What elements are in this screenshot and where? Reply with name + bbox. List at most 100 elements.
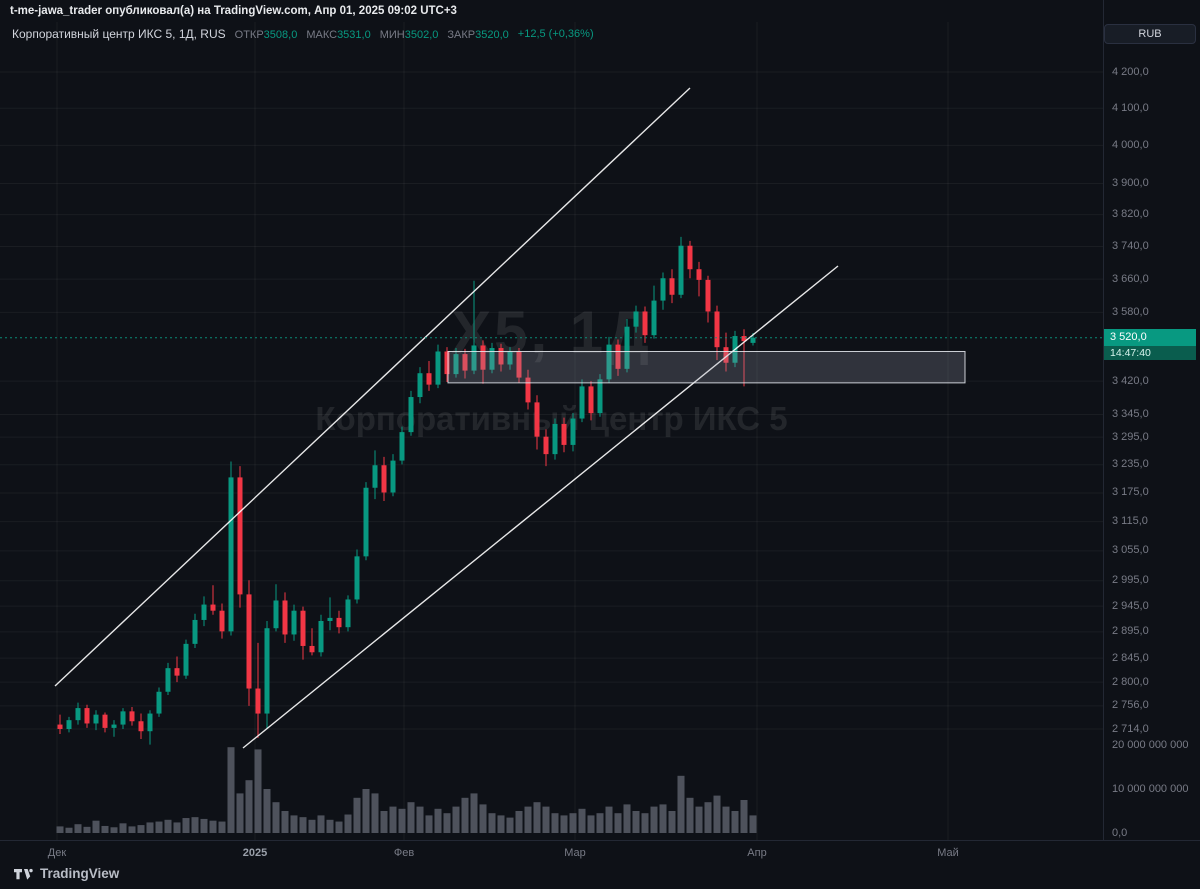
volume-bar — [335, 821, 343, 833]
candle-body — [336, 617, 342, 628]
volume-bar — [200, 818, 208, 833]
price-tick-label: 3 295,0 — [1112, 430, 1149, 443]
candle-body — [291, 610, 297, 635]
price-tick-label: 3 175,0 — [1112, 486, 1149, 499]
price-tick-label: 3 580,0 — [1112, 305, 1149, 318]
candle-body — [57, 724, 63, 729]
price-axis[interactable]: 4 200,0 4 100,0 4 000,0 3 900,0 3 820,0 3 740… — [1103, 0, 1200, 840]
price-tick-label: 2 845,0 — [1112, 651, 1149, 664]
candle-body — [471, 345, 477, 371]
candle-body — [183, 643, 189, 676]
volume-bar — [326, 819, 334, 833]
candle-body — [345, 599, 351, 628]
chart-canvas[interactable] — [0, 0, 1200, 845]
volume-bar — [119, 823, 127, 833]
volume-bar — [290, 815, 298, 833]
volume-bar — [443, 813, 451, 833]
candle-body — [597, 379, 603, 414]
candle-body — [480, 345, 486, 370]
symbol-title[interactable]: Корпоративный центр ИКС 5, 1Д, RUS — [12, 27, 226, 41]
price-tick-label: 2 800,0 — [1112, 675, 1149, 688]
volume-bar — [650, 806, 658, 833]
volume-bar — [83, 826, 91, 833]
volume-bar — [533, 802, 541, 833]
volume-bar — [659, 804, 667, 833]
trend-channel-line[interactable] — [242, 265, 839, 749]
volume-bar — [182, 818, 190, 833]
volume-bar — [56, 826, 64, 833]
candle-body — [282, 600, 288, 635]
volume-bar — [434, 808, 442, 833]
price-tick-label: 3 345,0 — [1112, 407, 1149, 420]
candle-body — [696, 269, 702, 280]
volume-bar — [407, 802, 415, 833]
candle-body — [714, 311, 720, 348]
candle-body — [570, 418, 576, 445]
volume-bar — [146, 822, 154, 833]
tradingview-logo-text[interactable]: TradingView — [40, 866, 120, 881]
candle-body — [327, 617, 333, 621]
legend-open: ОТКР3508,0 — [234, 29, 298, 41]
volume-bar — [596, 813, 604, 833]
trend-channel-line[interactable] — [54, 87, 691, 687]
attribution-text: t-me-jawa_trader опубликовал(а) на Tradi… — [10, 5, 457, 17]
tradingview-logo-icon[interactable] — [14, 867, 33, 881]
candle-body — [615, 344, 621, 369]
candle-body — [453, 354, 459, 375]
volume-bar — [245, 780, 253, 833]
candle-body — [138, 721, 144, 732]
volume-bar — [542, 806, 550, 833]
volume-tick-label: 20 000 000 000 — [1112, 738, 1189, 751]
volume-bar — [110, 827, 118, 833]
candle-body — [435, 351, 441, 385]
volume-bar — [524, 806, 532, 833]
volume-bar — [713, 795, 721, 833]
candle-body — [147, 713, 153, 732]
price-tick-label: 2 756,0 — [1112, 699, 1149, 712]
candle-body — [129, 711, 135, 722]
time-axis[interactable]: Дек 2025 Фев Мар Апр Май — [0, 840, 1200, 867]
time-tick-label: Май — [937, 847, 959, 859]
candle-body — [111, 724, 117, 728]
price-tick-label: 4 100,0 — [1112, 101, 1149, 114]
candle-body — [408, 397, 414, 433]
candle-body — [363, 487, 369, 557]
candle-body — [399, 432, 405, 461]
volume-bar — [299, 817, 307, 833]
time-tick-label: Мар — [564, 847, 586, 859]
legend-low: МИН3502,0 — [379, 29, 439, 41]
volume-tick-label: 0,0 — [1112, 826, 1128, 839]
price-tick-label: 2 945,0 — [1112, 599, 1149, 612]
candle-body — [237, 477, 243, 595]
candle-body — [165, 668, 171, 692]
candle-body — [498, 348, 504, 365]
volume-bar — [677, 775, 685, 833]
volume-bar — [92, 820, 100, 833]
volume-bar — [74, 824, 82, 833]
candle-body — [687, 245, 693, 270]
volume-bar — [281, 811, 289, 833]
candle-body — [507, 351, 513, 365]
legend-change: +12,5 (+0,36%) — [517, 28, 594, 40]
volume-tick-label: 10 000 000 000 — [1112, 782, 1189, 795]
candle-body — [273, 600, 279, 629]
volume-bar — [344, 814, 352, 833]
candle-body — [489, 348, 495, 370]
volume-bar — [209, 820, 217, 833]
volume-bar — [551, 813, 559, 833]
candle-body — [201, 604, 207, 620]
volume-bar — [731, 811, 739, 833]
currency-button[interactable]: RUB — [1104, 24, 1196, 44]
volume-bar — [461, 797, 469, 833]
candle-body — [66, 720, 72, 729]
volume-bar — [371, 793, 379, 833]
price-tick-label: 2 895,0 — [1112, 625, 1149, 638]
candle-body — [705, 279, 711, 312]
price-tick-label: 3 740,0 — [1112, 240, 1149, 253]
volume-bar — [614, 813, 622, 833]
candle-body — [255, 688, 261, 714]
price-zone-rectangle[interactable] — [447, 350, 966, 384]
volume-bar — [470, 793, 478, 833]
volume-bar — [695, 806, 703, 833]
